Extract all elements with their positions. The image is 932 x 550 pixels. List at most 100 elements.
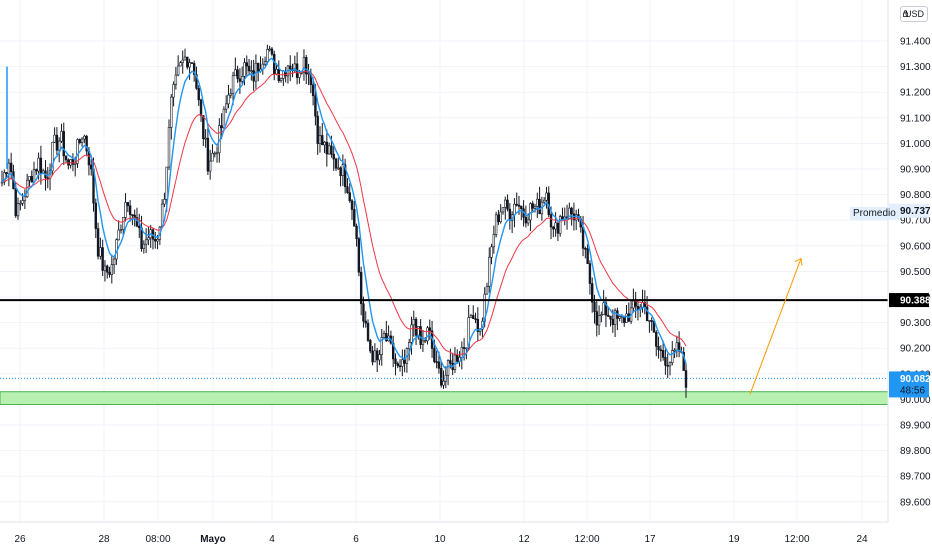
candle-body (62, 131, 65, 157)
candle-body (380, 337, 383, 355)
candle-body (394, 358, 397, 364)
candle-body (396, 363, 399, 367)
candle-body (588, 263, 592, 284)
candle-body (279, 78, 283, 81)
candle-body (600, 314, 603, 317)
candle-body (96, 228, 100, 257)
candle-body (94, 202, 97, 229)
time-axis: 26 28 08:00 Mayo 4 6 10 12 12:00 17 19 12:00 24 (14, 534, 868, 545)
candle-body (131, 214, 134, 216)
candle-body (314, 95, 317, 117)
candle-body (545, 192, 548, 201)
candle-body (144, 239, 148, 245)
candle-body (554, 222, 557, 230)
candle-body (332, 153, 335, 160)
candle-body (190, 62, 194, 64)
y-tick-label: 90.300 (900, 318, 931, 329)
candle-body (353, 209, 356, 227)
candle-body (257, 62, 260, 72)
candle-body (321, 135, 324, 146)
x-tick-label: Mayo (200, 534, 226, 545)
projection-arrow[interactable] (749, 257, 803, 395)
candle-body (188, 62, 191, 68)
candle-body (549, 214, 553, 228)
candle-body (85, 135, 88, 152)
candle-body (444, 374, 447, 382)
candle-body (197, 88, 200, 101)
candle-body (222, 108, 226, 129)
candle-body (101, 247, 104, 271)
candle-body (435, 361, 438, 363)
candle-body (229, 93, 232, 96)
candle-body (634, 300, 637, 307)
x-tick-label: 19 (728, 534, 740, 545)
x-tick-label: 28 (98, 534, 110, 545)
price-axis: 91.400 91.300 91.200 91.100 91.000 90.900 90.8… (900, 37, 931, 509)
candle-body (133, 214, 136, 218)
x-tick-label: 26 (14, 534, 26, 545)
candle-body (650, 320, 653, 322)
candle-body (671, 350, 674, 363)
candle-body (76, 139, 79, 164)
candle-body (39, 157, 43, 174)
x-tick-label: 4 (269, 534, 275, 545)
candle-body (508, 208, 512, 221)
candle-body (520, 205, 523, 210)
candle-body (403, 359, 406, 364)
candle-body (666, 365, 669, 367)
candle-body (154, 238, 157, 242)
candle-body (494, 214, 498, 235)
candle-body (398, 365, 402, 368)
candle-body (504, 199, 507, 208)
candle-body (371, 350, 374, 363)
candle-body (442, 380, 445, 386)
candle-body (245, 62, 248, 67)
candle-body (35, 169, 38, 172)
candle-body (355, 225, 358, 239)
candle-body (440, 368, 443, 386)
candle-body (613, 310, 617, 325)
candle-body (241, 75, 244, 82)
candle-body (625, 313, 628, 323)
x-tick-label: 17 (644, 534, 656, 545)
candle-body (421, 340, 425, 345)
candle-body (32, 169, 36, 183)
candle-body (9, 162, 13, 173)
candle-body (645, 306, 649, 322)
candle-body (597, 315, 601, 326)
candle-body (5, 172, 8, 175)
candle-body (661, 350, 665, 358)
candle-body (163, 199, 166, 205)
candle-body (55, 134, 59, 151)
tag-promedio-box (889, 203, 929, 218)
candle-body (467, 317, 470, 349)
candle-body (410, 324, 413, 343)
candle-body (208, 160, 212, 172)
candle-body (263, 61, 267, 65)
candle-body (648, 320, 651, 322)
x-tick-label: 12:00 (574, 534, 599, 545)
y-tick-label: 90.000 (900, 395, 931, 406)
candle-body (213, 152, 216, 155)
candle-body (474, 318, 477, 320)
candle-body (337, 167, 340, 170)
candle-body (243, 62, 246, 77)
candle-body (78, 139, 81, 143)
currency-button[interactable]: USD (900, 6, 928, 22)
y-tick-label: 91.300 (900, 62, 931, 73)
candle-body (83, 135, 86, 140)
candle-body (204, 137, 207, 140)
candle-body (179, 62, 182, 67)
candle-body (117, 229, 120, 241)
candle-body (485, 286, 489, 295)
candle-body (515, 203, 518, 206)
candle-body (311, 84, 315, 97)
candle-body (99, 247, 102, 257)
candle-body (501, 207, 505, 213)
candle-body (382, 333, 386, 338)
candle-body (318, 135, 322, 144)
candle-body (224, 103, 228, 110)
x-tick-label: 10 (434, 534, 446, 545)
